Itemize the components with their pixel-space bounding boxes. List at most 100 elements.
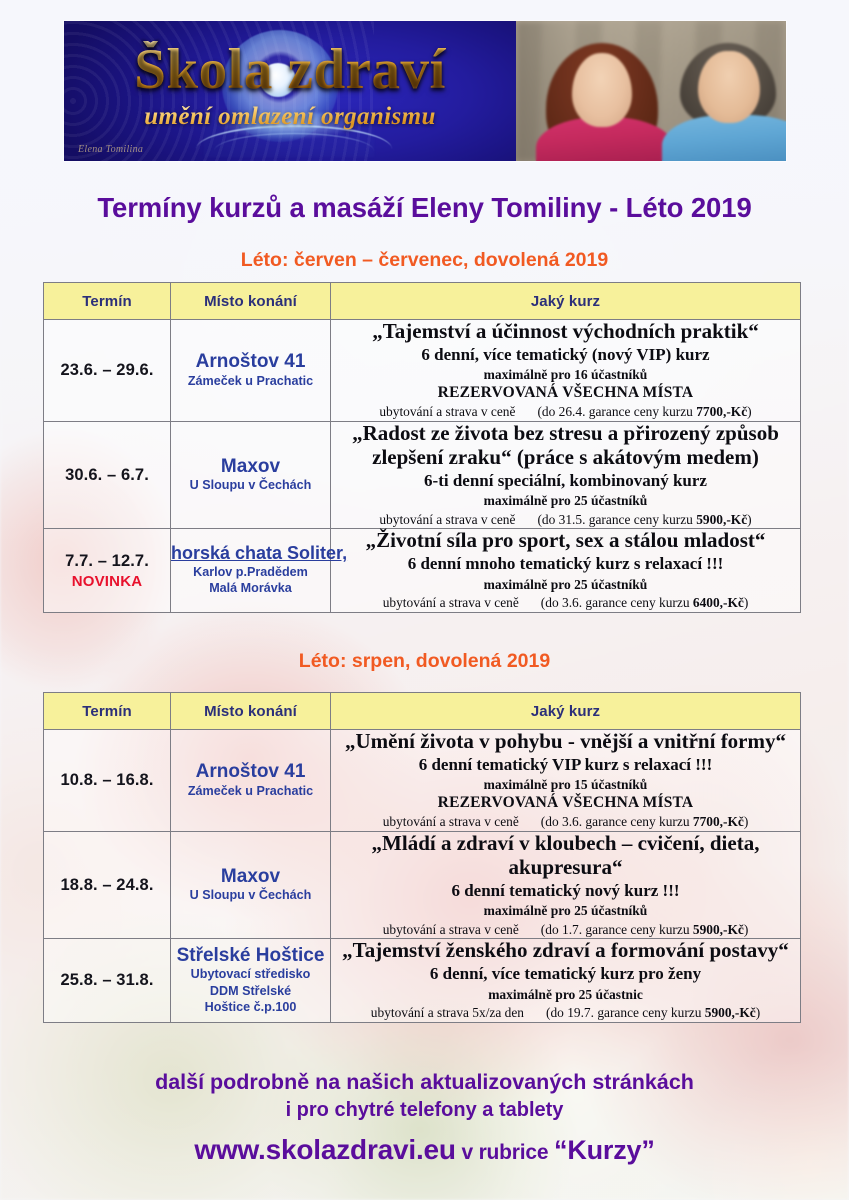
- course-note: REZERVOVANÁ VŠECHNA MÍSTA: [437, 793, 694, 811]
- cell-date: 30.6. – 6.7.: [43, 420, 171, 530]
- place-subtitle: Zámeček u Prachatic: [187, 783, 314, 798]
- price-included: ubytování a strava v ceně: [382, 595, 519, 611]
- cell-date: 25.8. – 31.8.: [43, 938, 171, 1023]
- place-subtitle: U Sloupu v Čechách: [189, 888, 312, 903]
- cell-date: 18.8. – 24.8.: [43, 830, 171, 940]
- price-guarantee: (do 19.7. garance ceny kurzu 5900,-Kč): [546, 1005, 761, 1021]
- cell-place: Arnoštov 41 Zámeček u Prachatic: [170, 319, 331, 422]
- course-capacity: maximálně pro 16 účastníků: [483, 367, 648, 383]
- course-price-row: ubytování a strava v ceně (do 26.4. gara…: [331, 404, 800, 421]
- footer-section-name: “Kurzy”: [554, 1134, 655, 1165]
- course-subtitle: 6 denní mnoho tematický kurz s relaxací …: [407, 554, 724, 574]
- place-subtitle: DDM Střelské: [209, 983, 292, 998]
- price-included: ubytování a strava v ceně: [379, 511, 516, 527]
- cell-place: Střelské Hoštice Ubytovací středisko DDM…: [170, 938, 331, 1023]
- price-guarantee: (do 3.6. garance ceny kurzu 6400,-Kč): [540, 595, 749, 611]
- place-subtitle: U Sloupu v Čechách: [189, 478, 312, 493]
- course-capacity: maximálně pro 25 účastníků: [483, 576, 648, 592]
- date-range: 18.8. – 24.8.: [60, 875, 154, 894]
- cell-place: Arnoštov 41 Zámeček u Prachatic: [170, 729, 331, 832]
- column-header-place: Místo konání: [170, 282, 331, 320]
- place-subtitle: Malá Morávka: [209, 581, 292, 596]
- course-capacity: maximálně pro 25 účastníků: [483, 493, 648, 509]
- price-included: ubytování a strava v ceně: [382, 814, 519, 830]
- price-value: 7700,-Kč: [692, 814, 744, 830]
- logo-title: Škola zdraví: [64, 41, 516, 98]
- column-header-date: Termín: [43, 692, 171, 730]
- cell-place: Maxov U Sloupu v Čechách: [170, 830, 331, 940]
- course-title: „Tajemství a účinnost východních praktik…: [372, 319, 759, 343]
- column-header-date: Termín: [43, 282, 171, 320]
- footer-line-1: další podrobně na našich aktualizovaných…: [155, 1070, 694, 1094]
- course-subtitle: 6 denní, více tematický (nový VIP) kurz: [421, 344, 710, 364]
- cell-place: horská chata Soliter, Karlov p.Pradědem …: [170, 528, 348, 613]
- date-range: 30.6. – 6.7.: [65, 465, 149, 484]
- website-link[interactable]: www.skolazdravi.eu: [194, 1133, 456, 1165]
- cell-place: Maxov U Sloupu v Čechách: [170, 420, 331, 530]
- logo-signature: Elena Tomilina: [78, 144, 144, 155]
- course-capacity: maximálně pro 25 účastníků: [483, 903, 648, 919]
- course-subtitle: 6 denní tematický nový kurz !!!: [451, 880, 680, 900]
- header-banner: Škola zdraví umění omlazení organismu El…: [64, 21, 786, 161]
- photo-blur-overlay: [516, 21, 786, 161]
- course-title: „Radost ze života bez stresu a přirozený…: [352, 421, 779, 469]
- course-capacity: maximálně pro 15 účastníků: [483, 777, 648, 793]
- place-name: Arnoštov 41: [195, 761, 306, 783]
- table-row: 10.8. – 16.8. Arnoštov 41 Zámeček u Prac…: [43, 729, 801, 832]
- place-subtitle: Karlov p.Pradědem: [193, 564, 308, 579]
- table-header-row: Termín Místo konání Jaký kurz: [43, 282, 801, 320]
- logo-subtitle: umění omlazení organismu: [64, 103, 516, 131]
- cell-course: „Tajemství ženského zdraví a formování p…: [330, 938, 801, 1023]
- column-header-course: Jaký kurz: [330, 692, 801, 730]
- section-heading-summer-august: Léto: srpen, dovolená 2019: [298, 650, 551, 672]
- course-title: „Životní síla pro sport, sex a stálou ml…: [365, 528, 766, 553]
- cell-date: 10.8. – 16.8.: [43, 729, 171, 832]
- place-name: Maxov: [220, 865, 281, 887]
- course-price-row: ubytování a strava 5x/za den (do 19.7. g…: [331, 1005, 800, 1022]
- course-capacity: maximálně pro 25 účastnic: [488, 986, 643, 1002]
- course-title: „Mládí a zdraví v kloubech – cvičení, di…: [371, 831, 760, 879]
- price-value: 5900,-Kč: [704, 1005, 756, 1021]
- date-range: 7.7. – 12.7.: [65, 551, 149, 570]
- table-row: 30.6. – 6.7. Maxov U Sloupu v Čechách „R…: [43, 420, 801, 530]
- course-price-row: ubytování a strava v ceně (do 31.5. gara…: [331, 512, 800, 529]
- cell-date: 7.7. – 12.7. NOVINKA: [43, 528, 171, 613]
- place-subtitle: Zámeček u Prachatic: [187, 373, 314, 388]
- price-guarantee: (do 31.5. garance ceny kurzu 5900,-Kč): [537, 511, 752, 527]
- footer-line-2: i pro chytré telefony a tablety: [285, 1099, 564, 1122]
- price-guarantee: (do 3.6. garance ceny kurzu 7700,-Kč): [540, 814, 749, 830]
- price-value: 6400,-Kč: [692, 595, 744, 611]
- place-name-link[interactable]: horská chata Soliter,: [171, 543, 348, 564]
- course-title: „Tajemství ženského zdraví a formování p…: [342, 938, 789, 963]
- brand-logo: Škola zdraví umění omlazení organismu El…: [64, 21, 516, 161]
- table-header-row: Termín Místo konání Jaký kurz: [43, 692, 801, 730]
- couple-photo: [516, 21, 786, 161]
- price-included: ubytování a strava 5x/za den: [370, 1005, 524, 1021]
- place-name: Střelské Hoštice: [176, 944, 325, 966]
- table-row: 18.8. – 24.8. Maxov U Sloupu v Čechách „…: [43, 830, 801, 940]
- course-subtitle: 6 denní, více tematický kurz pro ženy: [429, 964, 702, 984]
- place-name: Maxov: [220, 455, 281, 477]
- cell-course: „Umění života v pohybu - vnější a vnitřn…: [330, 729, 801, 832]
- footer: další podrobně na našich aktualizovaných…: [0, 1068, 849, 1166]
- status-badge: NOVINKA: [71, 572, 143, 590]
- cell-course: „Mládí a zdraví v kloubech – cvičení, di…: [330, 830, 801, 940]
- course-price-row: ubytování a strava v ceně (do 1.7. garan…: [331, 922, 800, 939]
- date-range: 23.6. – 29.6.: [60, 361, 154, 379]
- price-value: 5900,-Kč: [692, 921, 744, 937]
- schedule-table-june-july: Termín Místo konání Jaký kurz 23.6. – 29…: [43, 282, 801, 613]
- date-range: 25.8. – 31.8.: [60, 971, 154, 990]
- price-guarantee: (do 26.4. garance ceny kurzu 7700,-Kč): [537, 404, 752, 420]
- cell-course: „Radost ze života bez stresu a přirozený…: [330, 420, 801, 530]
- price-guarantee: (do 1.7. garance ceny kurzu 5900,-Kč): [540, 921, 749, 937]
- course-price-row: ubytování a strava v ceně (do 3.6. garan…: [331, 595, 800, 612]
- price-included: ubytování a strava v ceně: [382, 921, 519, 937]
- table-row: 23.6. – 29.6. Arnoštov 41 Zámeček u Prac…: [43, 319, 801, 422]
- course-subtitle: 6-ti denní speciální, kombinovaný kurz: [424, 470, 707, 490]
- course-price-row: ubytování a strava v ceně (do 3.6. garan…: [331, 814, 800, 831]
- cell-course: „Životní síla pro sport, sex a stálou ml…: [330, 528, 801, 613]
- footer-middle-text: v rubrice: [455, 1140, 555, 1164]
- date-range: 10.8. – 16.8.: [60, 771, 154, 789]
- course-subtitle: 6 denní tematický VIP kurz s relaxací !!…: [418, 754, 713, 774]
